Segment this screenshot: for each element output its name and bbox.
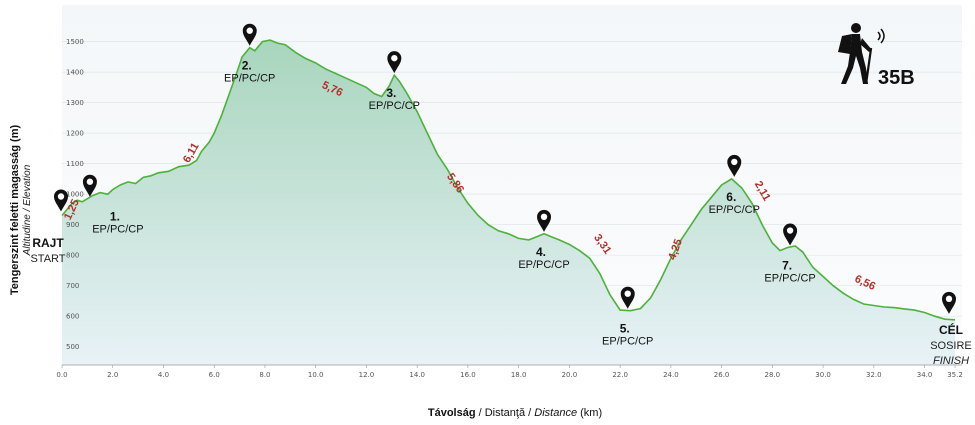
start-sublabel: START bbox=[30, 253, 65, 265]
checkpoint-number: 5. bbox=[620, 322, 630, 336]
checkpoint-label: EP/PC/CP bbox=[602, 336, 653, 348]
x-axis-label-ro: / Distanţă / bbox=[476, 407, 535, 419]
y-axis-subtitle: Altitudine / Elevation bbox=[22, 164, 33, 256]
checkpoint-pin-icon bbox=[727, 154, 742, 177]
y-tick-label: 1100 bbox=[66, 160, 84, 168]
checkpoint-markers: 1.EP/PC/CP2.EP/PC/CP3.EP/PC/CP4.EP/PC/CP… bbox=[30, 23, 972, 367]
x-tick-label: 18.0 bbox=[511, 371, 527, 379]
x-tick-label: 10.0 bbox=[308, 371, 324, 379]
x-tick-label: 30.0 bbox=[815, 371, 831, 379]
y-axis-label: Tengerszint feletti magasság (m) Altitud… bbox=[9, 125, 33, 296]
y-tick-label: 1300 bbox=[66, 99, 84, 107]
elevation-area bbox=[62, 40, 955, 365]
y-tick-label: 700 bbox=[66, 282, 79, 290]
checkpoint-number: 6. bbox=[726, 190, 736, 204]
checkpoint-number: 1. bbox=[110, 210, 120, 224]
y-tick-label: 500 bbox=[66, 343, 79, 351]
y-tick-labels: 500 600 700 800 900 1000 1100 1200 1300 1400 1500 bbox=[66, 38, 84, 351]
x-axis-label: Távolság / Distanţă / Distance (km) bbox=[428, 407, 602, 419]
finish-label: CÉL bbox=[939, 322, 963, 337]
checkpoint-label: EP/PC/CP bbox=[709, 204, 760, 216]
x-axis-label-unit: (km) bbox=[577, 407, 602, 419]
x-tick-labels: 0.0 2.0 4.0 6.0 8.0 10.0 12.0 14.0 16.0 18.0 20.0 2… bbox=[56, 365, 963, 379]
x-axis-label-en: Distance bbox=[534, 407, 577, 419]
x-tick-label: 24.0 bbox=[663, 371, 679, 379]
y-tick-label: 800 bbox=[66, 252, 79, 260]
x-tick-label: 0.0 bbox=[56, 371, 67, 379]
checkpoint-pin-icon bbox=[537, 209, 552, 232]
checkpoint-label: EP/PC/CP bbox=[518, 259, 569, 271]
y-tick-label: 900 bbox=[66, 221, 79, 229]
checkpoint-label: EP/PC/CP bbox=[92, 224, 143, 236]
checkpoint-number: 4. bbox=[536, 245, 546, 259]
x-tick-label: 8.0 bbox=[259, 371, 270, 379]
checkpoint-label: EP/PC/CP bbox=[224, 73, 275, 85]
x-axis-label-hu: Távolság bbox=[428, 407, 476, 419]
finish-sublabel-en: FINISH bbox=[933, 355, 969, 367]
checkpoint-number: 3. bbox=[386, 86, 396, 100]
y-tick-label: 600 bbox=[66, 313, 79, 321]
route-id: 35B bbox=[878, 67, 915, 89]
x-tick-label: 34.0 bbox=[917, 371, 933, 379]
checkpoint-pin-icon bbox=[82, 174, 97, 197]
x-tick-label: 16.0 bbox=[460, 371, 476, 379]
y-tick-label: 1200 bbox=[66, 130, 84, 138]
x-tick-label: 28.0 bbox=[765, 371, 781, 379]
x-tick-label: 20.0 bbox=[562, 371, 578, 379]
x-tick-label: 2.0 bbox=[107, 371, 118, 379]
finish-sublabel: SOSIRE bbox=[930, 340, 972, 352]
y-tick-label: 1000 bbox=[66, 191, 84, 199]
elevation-line bbox=[61, 39, 956, 321]
start-label: RAJT bbox=[32, 236, 64, 250]
checkpoint-pin-icon bbox=[387, 51, 402, 74]
x-tick-label: 35.2 bbox=[947, 371, 963, 379]
x-tick-label: 32.0 bbox=[866, 371, 882, 379]
checkpoint-pin-icon bbox=[242, 23, 257, 46]
start-pin-icon bbox=[54, 189, 68, 212]
y-axis-title: Tengerszint feletti magasság (m) bbox=[9, 125, 21, 296]
x-tick-label: 26.0 bbox=[714, 371, 730, 379]
x-tick-label: 12.0 bbox=[359, 371, 375, 379]
checkpoint-number: 7. bbox=[782, 259, 792, 273]
checkpoint-pin-icon bbox=[783, 223, 798, 246]
checkpoint-label: EP/PC/CP bbox=[764, 273, 815, 285]
x-tick-label: 6.0 bbox=[209, 371, 220, 379]
checkpoint-number: 2. bbox=[242, 59, 252, 73]
hiker-icon bbox=[838, 23, 885, 84]
y-tick-label: 1400 bbox=[66, 69, 84, 77]
finish-pin-icon bbox=[942, 291, 956, 314]
checkpoint-label: EP/PC/CP bbox=[369, 100, 420, 112]
x-tick-label: 14.0 bbox=[409, 371, 425, 379]
checkpoint-pin-icon bbox=[620, 286, 635, 309]
x-tick-label: 22.0 bbox=[612, 371, 628, 379]
y-tick-label: 1500 bbox=[66, 38, 84, 46]
x-tick-label: 4.0 bbox=[158, 371, 169, 379]
